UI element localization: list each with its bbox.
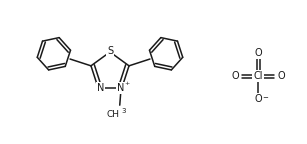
Text: O: O xyxy=(254,48,262,58)
Text: O: O xyxy=(254,94,262,104)
Text: O: O xyxy=(277,71,285,81)
Text: S: S xyxy=(107,47,113,56)
Text: N: N xyxy=(117,83,124,93)
Text: +: + xyxy=(124,81,129,86)
Text: Cl: Cl xyxy=(253,71,263,81)
Text: O: O xyxy=(231,71,239,81)
Text: CH: CH xyxy=(107,110,120,119)
Text: N: N xyxy=(97,83,104,93)
Text: −: − xyxy=(262,95,268,101)
Text: 3: 3 xyxy=(122,108,126,114)
